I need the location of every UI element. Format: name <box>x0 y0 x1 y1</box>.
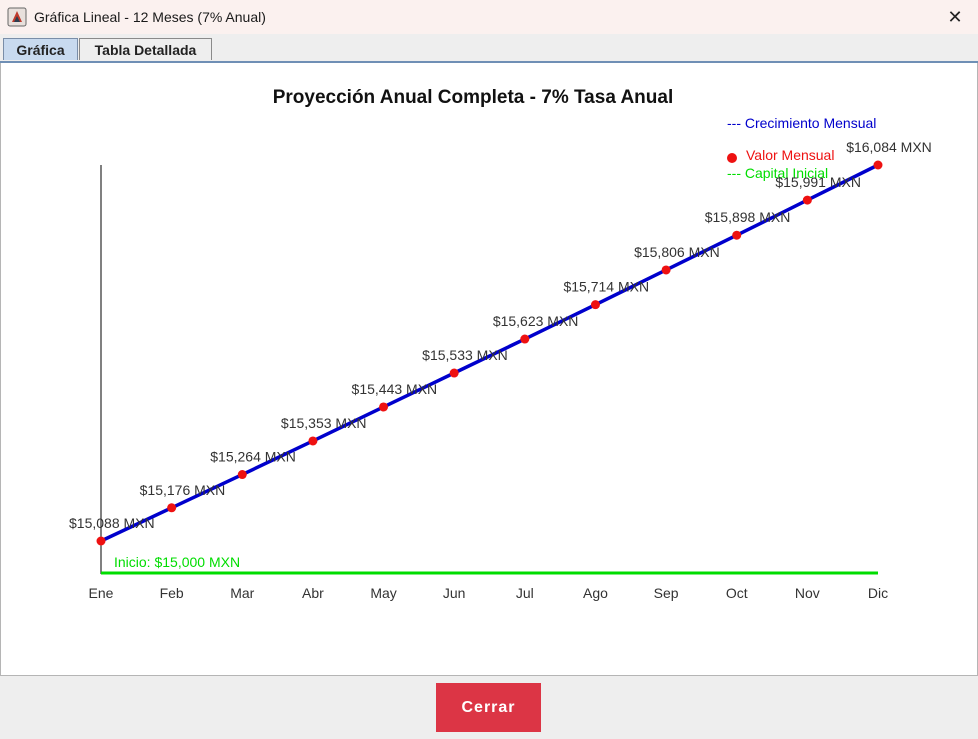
data-point-dic <box>873 160 883 170</box>
x-tick-ago: Ago <box>583 585 608 601</box>
data-point-may <box>379 402 389 412</box>
tab-grafica[interactable]: Gráfica <box>3 38 78 60</box>
window-title: Gráfica Lineal - 12 Meses (7% Anual) <box>34 9 266 25</box>
data-label-feb: $15,176 MXN <box>140 482 226 498</box>
x-tick-jun: Jun <box>443 585 466 601</box>
data-label-jun: $15,533 MXN <box>422 347 508 363</box>
x-tick-abr: Abr <box>302 585 324 601</box>
data-label-sep: $15,806 MXN <box>634 244 720 260</box>
x-tick-nov: Nov <box>795 585 820 601</box>
title-bar: Gráfica Lineal - 12 Meses (7% Anual) ✕ <box>0 0 978 34</box>
legend-valor-mensual: Valor Mensual <box>746 147 834 163</box>
cerrar-button[interactable]: Cerrar <box>436 683 541 732</box>
chart-title: Proyección Anual Completa - 7% Tasa Anua… <box>273 87 674 108</box>
data-point-jul <box>520 334 530 344</box>
data-point-abr <box>308 436 318 446</box>
legend-valor-mensual-dot <box>727 153 737 163</box>
tab-underline <box>0 61 978 63</box>
data-point-sep <box>661 265 671 275</box>
data-label-ene: $15,088 MXN <box>69 515 155 531</box>
data-label-abr: $15,353 MXN <box>281 415 367 431</box>
window-close-icon[interactable]: ✕ <box>947 6 963 27</box>
data-points <box>96 160 883 546</box>
data-labels: $15,088 MXN $15,176 MXN $15,264 MXN $15,353… <box>69 139 932 531</box>
line-chart: Proyección Anual Completa - 7% Tasa Anua… <box>69 87 932 601</box>
x-tick-jul: Jul <box>516 585 534 601</box>
data-label-oct: $15,898 MXN <box>705 209 791 225</box>
data-point-ago <box>590 300 600 310</box>
data-point-mar <box>237 470 247 480</box>
x-tick-mar: Mar <box>230 585 254 601</box>
data-label-may: $15,443 MXN <box>352 381 438 397</box>
x-tick-labels: Ene Feb Mar Abr May Jun Jul Ago Sep Oct Nov Dic <box>89 585 889 601</box>
series-line-crecimiento-mensual <box>100 163 879 543</box>
tab-tabla-detallada[interactable]: Tabla Detallada <box>79 38 212 60</box>
data-label-nov: $15,991 MXN <box>775 174 861 190</box>
x-tick-ene: Ene <box>89 585 114 601</box>
x-tick-may: May <box>370 585 396 601</box>
x-tick-sep: Sep <box>654 585 679 601</box>
data-point-ene <box>96 536 106 546</box>
baseline-label: Inicio: $15,000 MXN <box>114 554 240 570</box>
data-label-jul: $15,623 MXN <box>493 313 579 329</box>
data-point-feb <box>167 503 177 513</box>
x-tick-feb: Feb <box>160 585 184 601</box>
data-label-ago: $15,714 MXN <box>563 279 649 295</box>
data-point-oct <box>732 230 742 240</box>
tab-strip: Gráfica Tabla Detallada <box>0 34 978 62</box>
data-label-dic: $16,084 MXN <box>846 139 932 155</box>
data-point-nov <box>802 195 812 205</box>
data-point-jun <box>449 368 459 378</box>
legend-crecimiento-mensual: --- Crecimiento Mensual <box>727 115 876 131</box>
x-tick-dic: Dic <box>868 585 888 601</box>
x-tick-oct: Oct <box>726 585 748 601</box>
java-app-icon <box>7 7 27 27</box>
data-label-mar: $15,264 MXN <box>210 449 296 465</box>
legend-capital-inicial: --- Capital Inicial <box>727 165 828 181</box>
chart-panel: Proyección Anual Completa - 7% Tasa Anua… <box>0 63 978 676</box>
